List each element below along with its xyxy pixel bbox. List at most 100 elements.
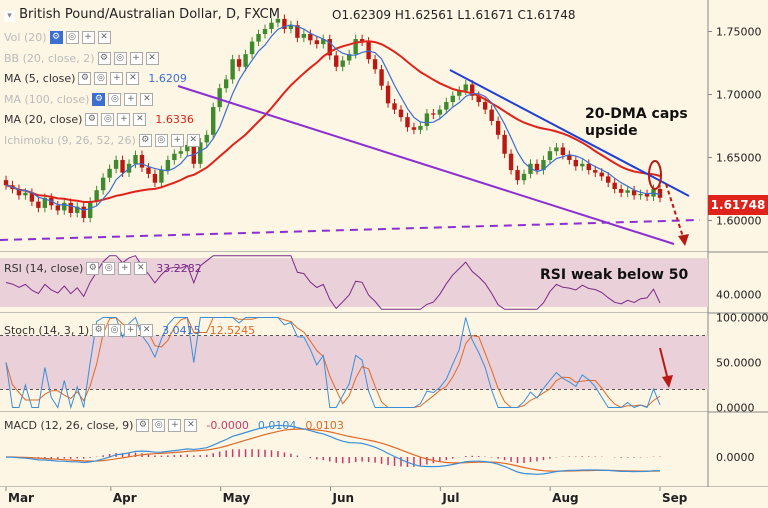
remove-icon[interactable]: ✕ [140, 93, 154, 106]
candle-body [204, 134, 209, 143]
hide-icon[interactable]: ◎ [108, 93, 122, 106]
candle-body [502, 134, 507, 154]
indicator-rsi[interactable]: RSI (14, close) ⚙ ◎ + ✕ 33.2282 [4, 262, 202, 275]
candle-body [593, 170, 598, 173]
candle-body [42, 197, 48, 208]
add-icon[interactable]: + [168, 419, 182, 432]
indicator-vol[interactable]: Vol (20) ⚙ ◎ + ✕ [4, 31, 111, 44]
macd-signal-line [6, 428, 661, 472]
indicator-macd[interactable]: MACD (12, 26, close, 9) ⚙ ◎ + ✕ -0.0000 … [4, 419, 344, 432]
candle-body [23, 192, 28, 196]
stoch-tick-label: 0.0000 [716, 402, 755, 415]
add-icon[interactable]: + [117, 113, 131, 126]
highlight-ellipse [648, 160, 662, 190]
candle-body [431, 113, 436, 115]
remove-icon[interactable]: ✕ [134, 262, 148, 275]
remove-icon[interactable]: ✕ [133, 113, 147, 126]
forecast-arrow [665, 183, 685, 241]
candle-body [534, 163, 540, 171]
remove-icon[interactable]: ✕ [97, 31, 111, 44]
candle-body [560, 147, 566, 155]
indicator-ma5[interactable]: MA (5, close) ⚙ ◎ + ✕ 1.6209 [4, 72, 187, 85]
candle-body [554, 147, 559, 152]
remove-icon[interactable]: ✕ [140, 324, 154, 337]
candle-body [482, 102, 488, 110]
hide-icon[interactable]: ◎ [101, 113, 115, 126]
time-tick-label: Apr [113, 491, 137, 505]
settings-icon[interactable]: ⚙ [92, 93, 106, 106]
candle-body [3, 180, 9, 186]
ma20-line [5, 40, 661, 203]
remove-icon[interactable]: ✕ [126, 72, 140, 85]
remove-icon[interactable]: ✕ [186, 134, 200, 147]
add-icon[interactable]: + [118, 262, 132, 275]
indicator-bb[interactable]: BB (20, close, 2) ⚙ ◎ + ✕ [4, 52, 159, 65]
hide-icon[interactable]: ◎ [152, 419, 166, 432]
add-icon[interactable]: + [170, 134, 184, 147]
candle-body [573, 160, 579, 167]
candle-body [236, 59, 242, 67]
candle-body [139, 154, 145, 168]
price-tick-label: 1.70000 [716, 89, 762, 102]
candle-body [521, 173, 527, 181]
settings-icon[interactable]: ⚙ [85, 113, 99, 126]
add-icon[interactable]: + [129, 52, 143, 65]
stoch-arrow [659, 347, 669, 381]
macd-signal-value: 0.0103 [305, 419, 344, 432]
settings-icon[interactable]: ⚙ [86, 262, 100, 275]
candle-body [230, 59, 235, 80]
candle-body [359, 39, 365, 42]
candle-body [657, 189, 663, 198]
candle-body [508, 153, 514, 171]
candle-body [418, 126, 423, 130]
indicator-ma20[interactable]: MA (20, close) ⚙ ◎ + ✕ 1.6336 [4, 113, 194, 126]
add-icon[interactable]: + [124, 324, 138, 337]
settings-icon[interactable]: ⚙ [78, 72, 92, 85]
candle-body [62, 202, 67, 211]
stoch-k-line [5, 316, 661, 410]
remove-icon[interactable]: ✕ [145, 52, 159, 65]
hide-icon[interactable]: ◎ [94, 72, 108, 85]
candle-body [470, 84, 475, 96]
hide-icon[interactable]: ◎ [65, 31, 79, 44]
candle-body [113, 160, 119, 169]
candle-body [68, 202, 73, 213]
collapse-icon[interactable]: ▾ [4, 11, 15, 22]
annotation-rsi: RSI weak below 50 [540, 267, 689, 283]
candle-body [405, 117, 410, 128]
candle-body [87, 201, 93, 218]
candle-body [372, 59, 378, 70]
candle-body [55, 205, 61, 211]
macd-tick-label: 0.0000 [716, 451, 755, 464]
candle-body [211, 107, 216, 135]
candle-body [580, 163, 585, 167]
candle-body [541, 160, 546, 171]
rsi-value: 33.2282 [156, 262, 202, 275]
settings-icon[interactable]: ⚙ [138, 134, 152, 147]
indicator-ma100[interactable]: MA (100, close) ⚙ ◎ + ✕ [4, 93, 154, 106]
settings-icon[interactable]: ⚙ [49, 31, 63, 44]
settings-icon[interactable]: ⚙ [97, 52, 111, 65]
indicator-ichimoku[interactable]: Ichimoku (9, 26, 52, 26) ⚙ ◎ + ✕ [4, 134, 200, 147]
macd-line-value: 0.0104 [257, 419, 297, 432]
indicator-stoch[interactable]: Stoch (14, 3, 1) ⚙ ◎ + ✕ 3.0415 12.5245 [4, 324, 256, 337]
hide-icon[interactable]: ◎ [154, 134, 168, 147]
candle-body [159, 170, 164, 183]
candle-body [172, 153, 177, 161]
add-icon[interactable]: + [124, 93, 138, 106]
hide-icon[interactable]: ◎ [108, 324, 122, 337]
settings-icon[interactable]: ⚙ [92, 324, 106, 337]
add-icon[interactable]: + [110, 72, 124, 85]
hide-icon[interactable]: ◎ [102, 262, 116, 275]
candle-body [301, 34, 307, 38]
add-icon[interactable]: + [81, 31, 95, 44]
hide-icon[interactable]: ◎ [113, 52, 127, 65]
candle-body [120, 160, 125, 173]
remove-icon[interactable]: ✕ [184, 419, 198, 432]
candle-body [379, 69, 384, 86]
macd-hist-value: -0.0000 [206, 419, 249, 432]
candle-body [165, 160, 171, 171]
candle-body [308, 34, 313, 41]
settings-icon[interactable]: ⚙ [136, 419, 150, 432]
